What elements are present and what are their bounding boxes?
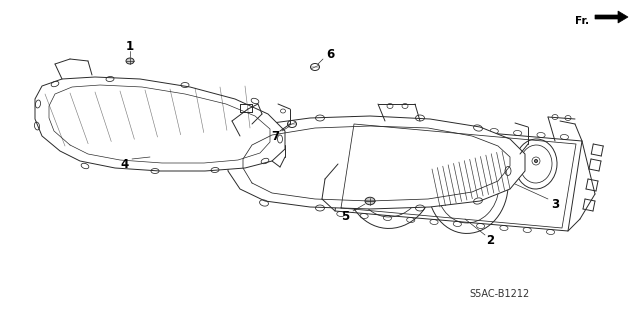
Text: 1: 1 xyxy=(126,41,134,54)
Ellipse shape xyxy=(465,178,471,184)
Text: S5AC-B1212: S5AC-B1212 xyxy=(470,289,530,299)
Polygon shape xyxy=(595,11,628,23)
Text: 2: 2 xyxy=(486,234,494,248)
Ellipse shape xyxy=(126,58,134,64)
Ellipse shape xyxy=(534,160,538,162)
Polygon shape xyxy=(35,77,285,171)
Text: 5: 5 xyxy=(341,210,349,222)
Text: Fr.: Fr. xyxy=(575,16,589,26)
Ellipse shape xyxy=(387,167,394,174)
Text: 7: 7 xyxy=(271,130,279,143)
Ellipse shape xyxy=(287,121,296,128)
Text: 6: 6 xyxy=(326,48,334,61)
Ellipse shape xyxy=(365,197,375,205)
Text: 4: 4 xyxy=(121,158,129,170)
Text: 3: 3 xyxy=(551,197,559,211)
Polygon shape xyxy=(335,121,582,231)
Ellipse shape xyxy=(310,63,319,70)
Polygon shape xyxy=(228,116,525,209)
